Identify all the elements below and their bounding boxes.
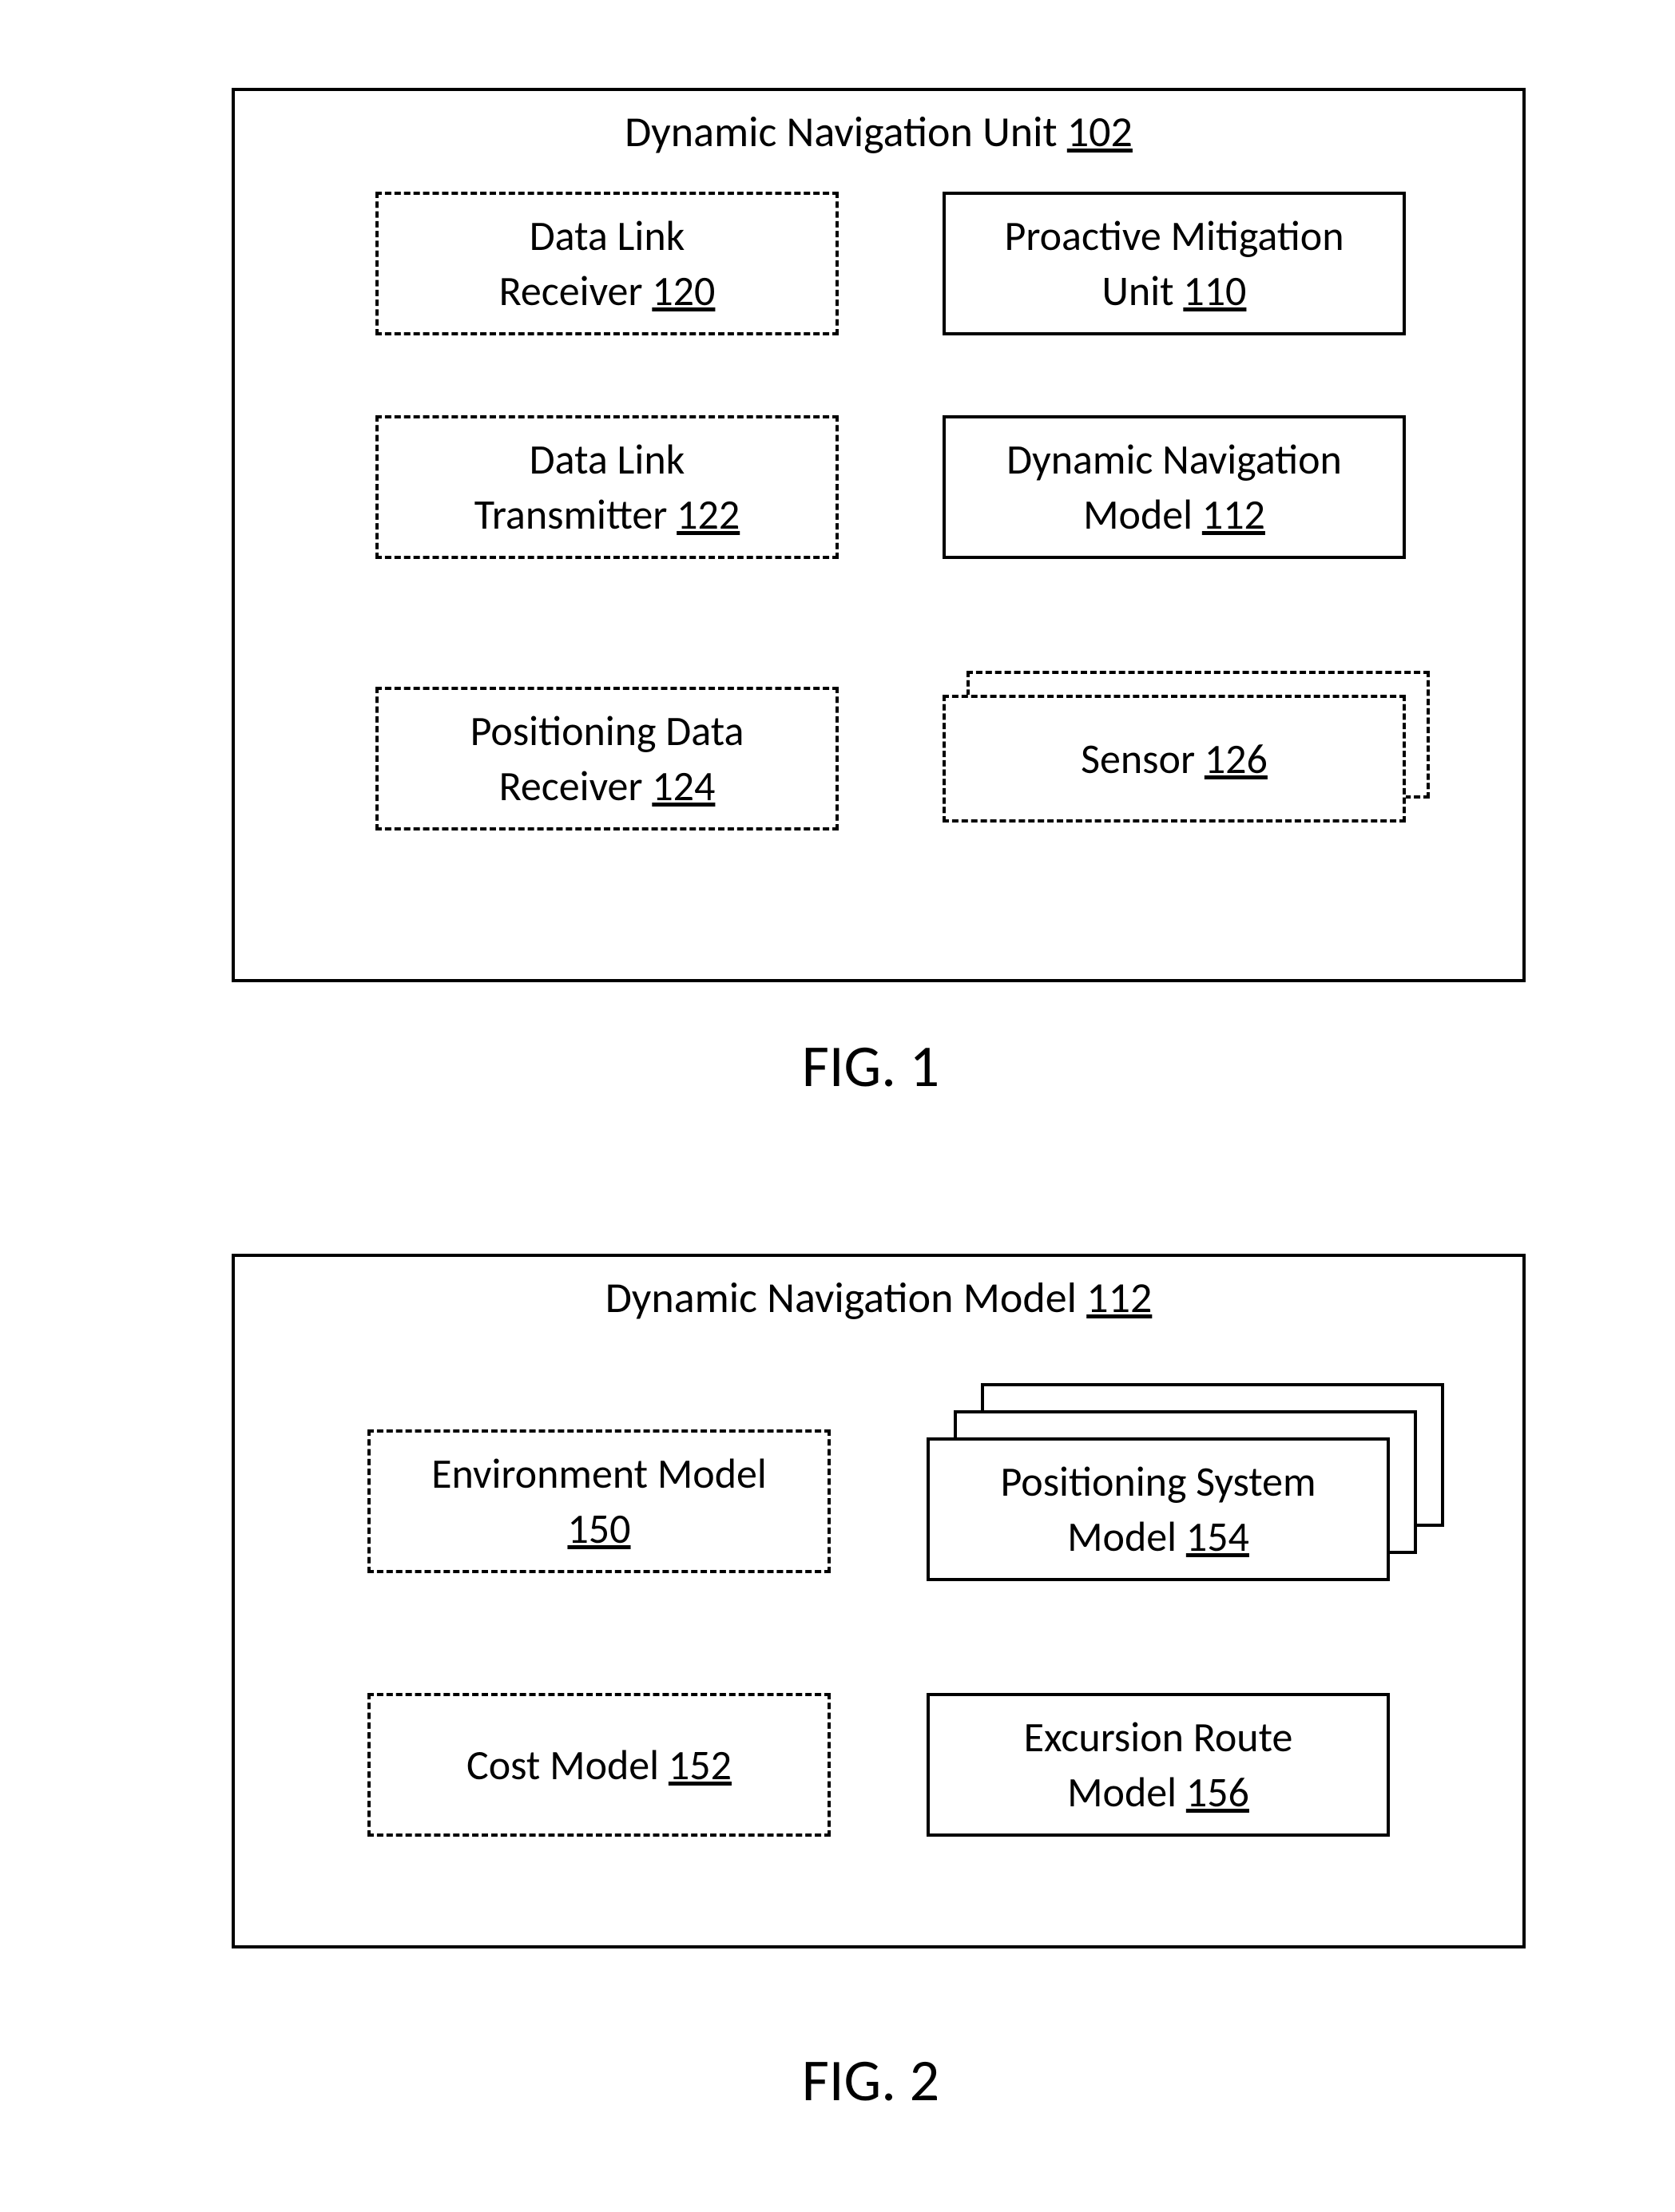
dynamic-navigation-model-box: Dynamic NavigationModel 112 — [943, 415, 1406, 559]
fig1-title: Dynamic Navigation Unit 102 — [235, 91, 1522, 160]
sensor-box: Sensor 126 — [943, 695, 1406, 823]
fig2-title-ref: 112 — [1086, 1271, 1152, 1324]
excursion-route-model-content: Excursion RouteModel 156 — [1024, 1710, 1293, 1819]
fig2-caption: FIG. 2 — [743, 2044, 998, 2116]
ref-126: 126 — [1205, 733, 1268, 784]
ref-156: 156 — [1186, 1766, 1249, 1818]
proactive-mitigation-content: Proactive MitigationUnit 110 — [1004, 208, 1344, 318]
positioning-data-receiver: Positioning DataReceiver 124 — [375, 687, 839, 830]
page: Dynamic Navigation Unit 102 Data Link Re… — [0, 0, 1675, 2212]
ref-150: 150 — [567, 1503, 630, 1554]
positioning-system-model-content: Positioning SystemModel 154 — [1000, 1454, 1316, 1564]
fig2-title-text: Dynamic Navigation Model — [605, 1271, 1077, 1324]
ref-112a: 112 — [1202, 489, 1265, 540]
ref-110: 110 — [1183, 265, 1246, 316]
positioning-data-receiver-content: Positioning DataReceiver 124 — [470, 704, 744, 813]
ref-154: 154 — [1186, 1511, 1249, 1562]
ref-152: 152 — [669, 1739, 732, 1790]
fig1-title-ref: 102 — [1067, 105, 1133, 158]
sensor-content: Sensor 126 — [1081, 731, 1268, 787]
dynamic-navigation-model-content: Dynamic NavigationModel 112 — [1006, 432, 1342, 541]
data-link-transmitter-content: Data LinkTransmitter 122 — [474, 432, 740, 541]
cost-model: Cost Model 152 — [367, 1693, 831, 1837]
data-link-transmitter: Data LinkTransmitter 122 — [375, 415, 839, 559]
positioning-system-model: Positioning SystemModel 154 — [927, 1437, 1390, 1581]
proactive-mitigation-unit: Proactive MitigationUnit 110 — [943, 192, 1406, 335]
fig1-caption: FIG. 1 — [743, 1030, 998, 1102]
ref-122: 122 — [677, 489, 740, 540]
cost-model-content: Cost Model 152 — [466, 1738, 732, 1793]
ref-120: 120 — [652, 265, 715, 316]
data-link-receiver-content: Data LinkReceiver 120 — [499, 208, 716, 318]
ref-124: 124 — [652, 760, 715, 811]
fig1-title-text: Dynamic Navigation Unit — [625, 105, 1058, 158]
fig2-title: Dynamic Navigation Model 112 — [235, 1257, 1522, 1326]
excursion-route-model: Excursion RouteModel 156 — [927, 1693, 1390, 1837]
environment-model-content: Environment Model150 — [431, 1446, 767, 1556]
environment-model: Environment Model150 — [367, 1429, 831, 1573]
fig2-container: Dynamic Navigation Model 112 — [232, 1254, 1526, 1948]
data-link-receiver: Data LinkReceiver 120 — [375, 192, 839, 335]
